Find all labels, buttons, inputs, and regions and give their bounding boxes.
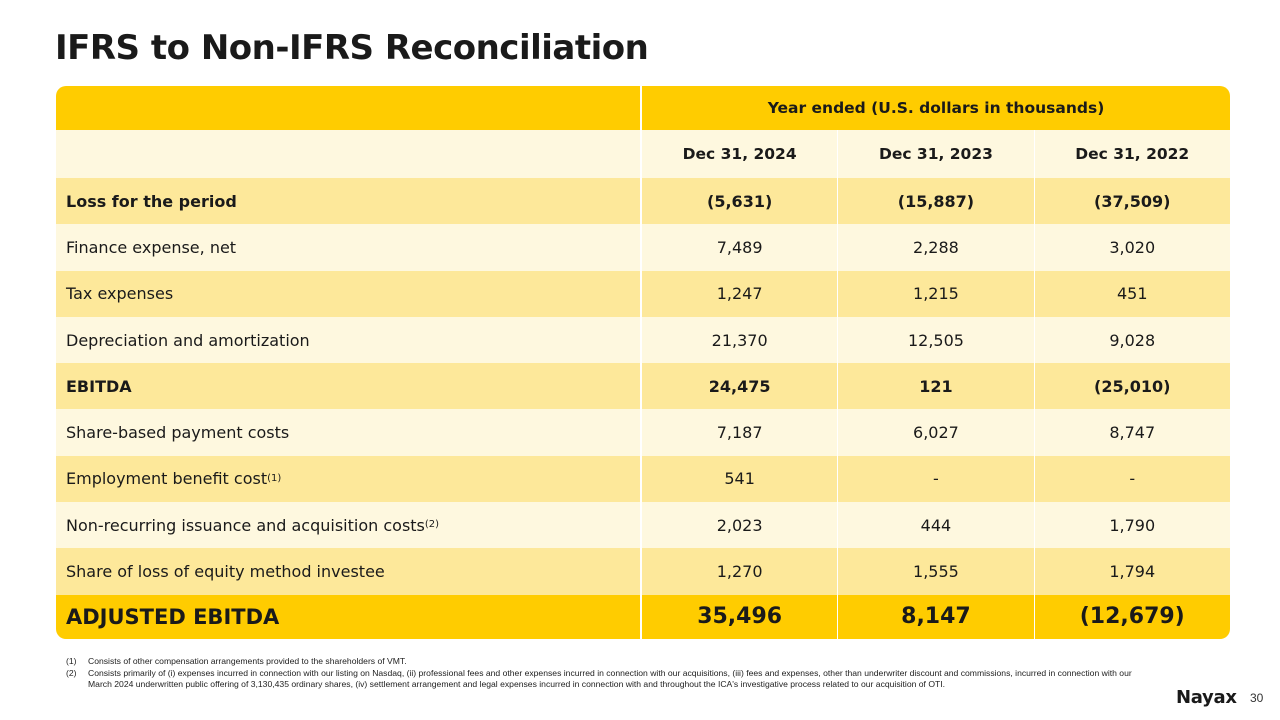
row-value: 451: [1033, 270, 1230, 317]
table-row: Share-based payment costs 7,187 6,027 8,747: [56, 409, 1230, 456]
row-value: 1,270: [641, 548, 837, 595]
row-label: Employment benefit cost (1): [56, 455, 641, 503]
row-value: 21,370: [641, 316, 837, 364]
page-title: IFRS to Non-IFRS Reconciliation: [55, 28, 649, 68]
table-column-header-row: Dec 31, 2024 Dec 31, 2023 Dec 31, 2022: [56, 130, 1230, 178]
row-value: 6,027: [837, 409, 1033, 456]
total-label: ADJUSTED EBITDA: [56, 594, 641, 639]
row-value: 7,489: [641, 224, 837, 271]
footnote-2: (2) Consists primarily of (i) expenses i…: [66, 668, 1146, 691]
column-header-2023: Dec 31, 2023: [837, 130, 1033, 178]
row-label: Loss for the period: [56, 178, 641, 225]
footnote-1: (1) Consists of other compensation arran…: [66, 656, 1146, 668]
row-value: 2,288: [837, 224, 1033, 271]
row-value: 12,505: [837, 316, 1033, 364]
row-label: Finance expense, net: [56, 224, 641, 271]
header-blank-cell: [56, 130, 641, 178]
reconciliation-table: Year ended (U.S. dollars in thousands) D…: [56, 86, 1230, 639]
table-row: Finance expense, net 7,489 2,288 3,020: [56, 224, 1230, 271]
column-header-2024: Dec 31, 2024: [641, 130, 837, 178]
footnote-text: Consists of other compensation arrangeme…: [88, 656, 407, 666]
row-label-text: Depreciation and amortization: [66, 330, 310, 350]
row-label-text: Share of loss of equity method investee: [66, 562, 385, 582]
row-label-text: EBITDA: [66, 376, 132, 396]
row-value: 541: [641, 455, 837, 503]
page-number: 30: [1250, 691, 1264, 705]
row-label: EBITDA: [56, 363, 641, 410]
row-value: (5,631): [641, 178, 837, 225]
table-row: Loss for the period (5,631) (15,887) (37,50…: [56, 178, 1230, 225]
total-value-2022: (12,679): [1033, 594, 1230, 639]
row-label-text: Finance expense, net: [66, 237, 237, 257]
table-row: Share of loss of equity method investee 1…: [56, 548, 1230, 595]
footnote-number: (2): [66, 667, 77, 678]
table-row: Employment benefit cost (1) 541- -: [56, 455, 1230, 503]
row-value: 1,215: [837, 270, 1033, 317]
table-row: Non-recurring issuance and acquisition c…: [56, 502, 1230, 549]
row-value: 121: [837, 363, 1033, 410]
row-label: Tax expenses: [56, 270, 641, 317]
row-value: 9,028: [1033, 316, 1230, 364]
row-value: (25,010): [1033, 363, 1230, 410]
row-value: 444: [837, 502, 1033, 549]
row-label: Depreciation and amortization: [56, 316, 641, 364]
row-value: 3,020: [1033, 224, 1230, 271]
footnote-text: Consists primarily of (i) expenses incur…: [88, 667, 1132, 690]
row-value: -: [837, 455, 1033, 503]
adjusted-ebitda-row: ADJUSTED EBITDA 35,496 8,147 (12,679): [56, 594, 1230, 639]
row-value: 7,187: [641, 409, 837, 456]
table-row: EBITDA 24,475 121 (25,010): [56, 363, 1230, 410]
table-row: Depreciation and amortization 21,370 12,50…: [56, 316, 1230, 364]
header-blank-cell: [56, 86, 641, 130]
row-label-text: Tax expenses: [66, 284, 174, 304]
row-label: Share-based payment costs: [56, 409, 641, 456]
row-value: 24,475: [641, 363, 837, 410]
row-value: 1,790: [1033, 502, 1230, 549]
row-label-text: Non-recurring issuance and acquisition c…: [66, 515, 425, 535]
row-label-text: Share-based payment costs: [66, 423, 290, 443]
row-value: 1,247: [641, 270, 837, 317]
footnotes: (1) Consists of other compensation arran…: [66, 656, 1146, 691]
row-value: (37,509): [1033, 178, 1230, 225]
row-label: Share of loss of equity method investee: [56, 548, 641, 595]
row-value: 8,747: [1033, 409, 1230, 456]
column-header-2022: Dec 31, 2022: [1033, 130, 1230, 178]
year-ended-header: Year ended (U.S. dollars in thousands): [641, 86, 1230, 130]
table-row: Tax expenses 1,247 1,215 451: [56, 270, 1230, 317]
row-value: (15,887): [837, 178, 1033, 225]
row-value: -: [1033, 455, 1230, 503]
footnote-number: (1): [66, 656, 77, 666]
total-value-2023: 8,147: [837, 594, 1033, 639]
table-group-header-row: Year ended (U.S. dollars in thousands): [56, 86, 1230, 130]
row-value: 2,023: [641, 502, 837, 549]
row-value: 1,555: [837, 548, 1033, 595]
row-label-text: Loss for the period: [66, 191, 237, 211]
nayax-logo: Nayax: [1176, 687, 1237, 708]
row-value: 1,794: [1033, 548, 1230, 595]
row-label: Non-recurring issuance and acquisition c…: [56, 502, 641, 549]
total-value-2024: 35,496: [641, 594, 837, 639]
row-label-text: Employment benefit cost: [66, 469, 268, 489]
